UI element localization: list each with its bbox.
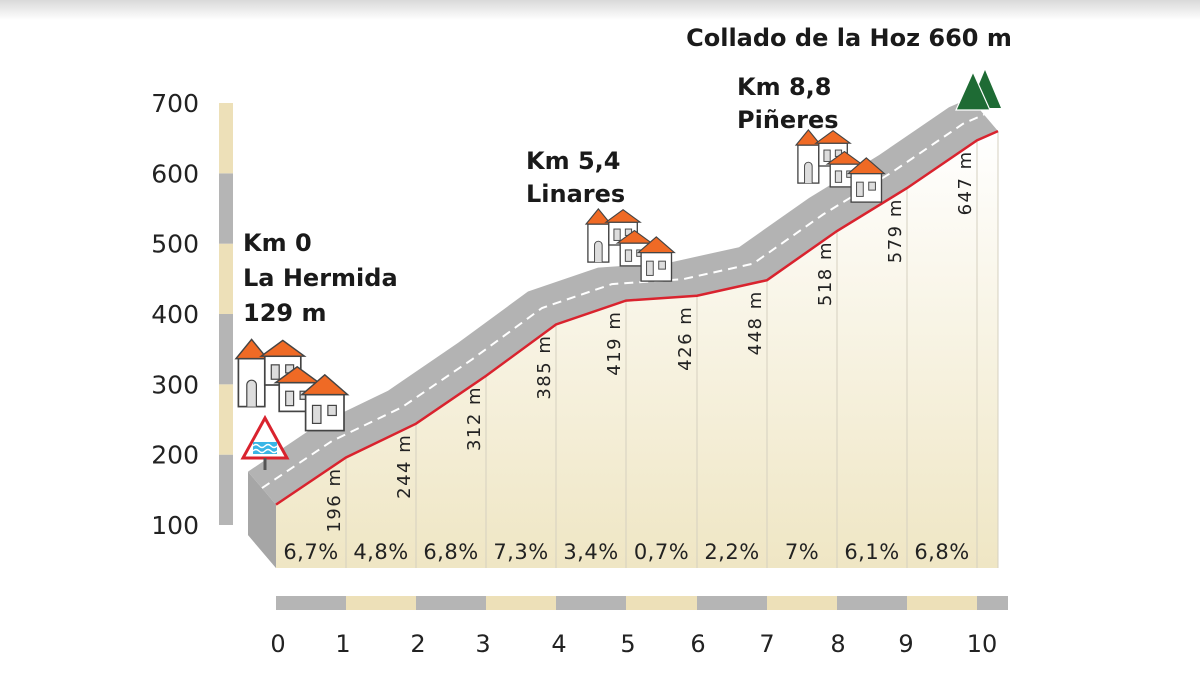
x-tick-label: 2 [410, 630, 425, 658]
elevation-label: 385 m [534, 335, 555, 400]
x-band-segment [276, 596, 346, 610]
x-band-segment [907, 596, 977, 610]
x-tick-label: 3 [475, 630, 490, 658]
x-tick-label: 1 [335, 630, 350, 658]
gradient-label: 7% [785, 540, 819, 564]
village-icon [794, 128, 886, 203]
elevation-label: 647 m [955, 150, 976, 215]
gradient-label: 6,7% [283, 540, 338, 564]
x-tick-label: 9 [898, 630, 913, 658]
pineres-place-label: Piñeres [737, 106, 839, 134]
y-tick-label: 400 [151, 300, 199, 329]
y-tick-label: 500 [151, 230, 199, 259]
y-band-segment [219, 173, 233, 244]
profile-area [276, 131, 998, 568]
gradient-label: 6,8% [423, 540, 478, 564]
x-tick-label: 0 [270, 630, 285, 658]
gradient-label: 6,1% [844, 540, 899, 564]
y-band-segment [219, 384, 233, 455]
gradient-label: 3,4% [563, 540, 618, 564]
elevation-label: 518 m [815, 241, 836, 306]
start-elevation-label: 129 m [243, 299, 326, 327]
elevation-label: 312 m [464, 386, 485, 451]
y-tick-label: 200 [151, 441, 199, 470]
summit-title: Collado de la Hoz 660 m [686, 24, 1012, 52]
km-dividers [345, 131, 999, 568]
y-tick-label: 100 [151, 511, 199, 540]
x-band-segment [346, 596, 416, 610]
y-tick-label: 600 [151, 159, 199, 188]
village-icon [234, 338, 350, 432]
y-tick-label: 300 [151, 370, 199, 399]
tree-icon [955, 70, 1001, 111]
elevation-label: 244 m [394, 434, 415, 499]
x-band-segment [977, 596, 1008, 610]
profile-left-face [248, 471, 276, 568]
elevation-label: 579 m [885, 198, 906, 263]
gradient-labels: 6,7% 4,8% 6,8% 7,3% 3,4% 0,7% 2,2% 7% 6,1% 6,8% [283, 540, 969, 564]
y-axis-ticks: 100 200 300 400 500 600 700 [151, 89, 199, 540]
gradient-label: 4,8% [353, 540, 408, 564]
linares-km-label: Km 5,4 [526, 147, 620, 175]
elevation-label: 196 m [324, 467, 345, 532]
y-band-segment [219, 314, 233, 385]
gradient-label: 2,2% [704, 540, 759, 564]
pineres-km-label: Km 8,8 [737, 73, 831, 101]
x-band-segment [626, 596, 697, 610]
y-tick-label: 700 [151, 89, 199, 118]
elevation-labels: 196 m 244 m 312 m 385 m 419 m 426 m 448 m 518 m… [324, 150, 976, 532]
profile-line [275, 129, 999, 506]
elevation-label: 419 m [604, 311, 625, 376]
gradient-label: 6,8% [914, 540, 969, 564]
x-band-segment [556, 596, 626, 610]
village-icon [584, 207, 676, 282]
x-tick-label: 4 [551, 630, 566, 658]
river-warning-sign-icon [240, 414, 290, 470]
x-band-segment [697, 596, 767, 610]
x-band-segment [486, 596, 556, 610]
x-band-segment [767, 596, 837, 610]
y-scale-bar [219, 103, 233, 525]
x-tick-label: 8 [830, 630, 845, 658]
elevation-label: 426 m [675, 306, 696, 371]
x-tick-label: 7 [759, 630, 774, 658]
x-tick-label: 6 [690, 630, 705, 658]
top-shade [0, 0, 1200, 20]
y-band-segment [219, 103, 233, 174]
linares-place-label: Linares [526, 180, 625, 208]
x-axis-ticks: 0 1 2 3 4 5 6 7 8 9 10 [270, 630, 997, 658]
x-scale-bar [276, 596, 1008, 610]
x-tick-label: 10 [967, 630, 998, 658]
start-km-label: Km 0 [243, 229, 312, 257]
x-tick-label: 5 [620, 630, 635, 658]
elevation-label: 448 m [745, 290, 766, 355]
x-band-segment [416, 596, 486, 610]
gradient-label: 7,3% [493, 540, 548, 564]
x-band-segment [837, 596, 907, 610]
start-place-label: La Hermida [243, 264, 398, 292]
y-band-segment [219, 454, 233, 525]
y-band-segment [219, 243, 233, 314]
gradient-label: 0,7% [634, 540, 689, 564]
